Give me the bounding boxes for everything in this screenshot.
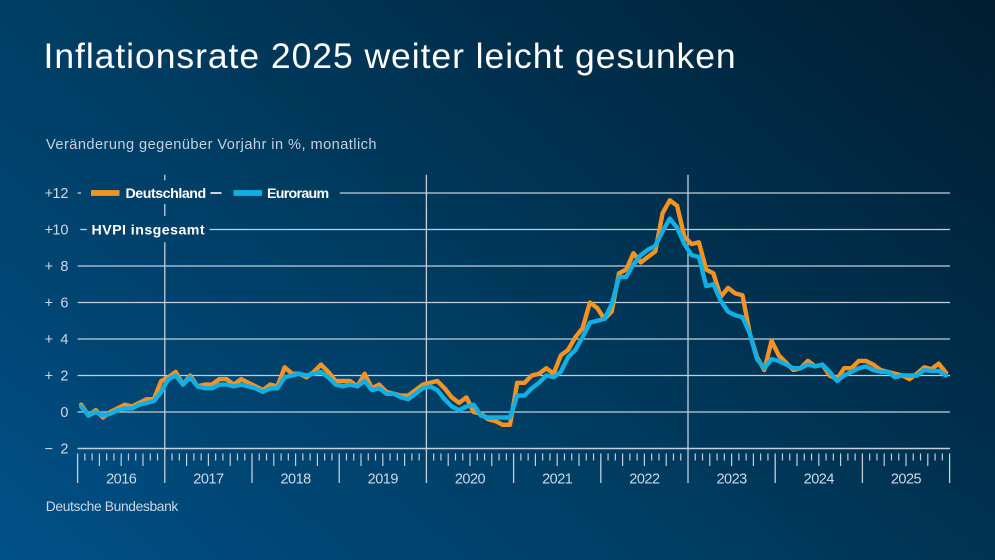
svg-text:2023: 2023: [716, 472, 747, 488]
svg-text:12: 12: [52, 186, 68, 202]
svg-text:−: −: [45, 441, 53, 457]
svg-text:Deutschland: Deutschland: [126, 186, 206, 202]
svg-text:2021: 2021: [542, 472, 573, 488]
svg-text:Veränderung gegenüber Vorjahr: Veränderung gegenüber Vorjahr in %, mona…: [46, 137, 377, 153]
svg-text:2019: 2019: [368, 472, 399, 488]
svg-text:+: +: [45, 186, 53, 202]
svg-text:+: +: [45, 368, 53, 384]
svg-text:2: 2: [60, 368, 68, 384]
svg-text:2017: 2017: [193, 472, 224, 488]
svg-text:2025: 2025: [891, 472, 922, 488]
svg-text:Euroraum: Euroraum: [267, 186, 328, 202]
svg-text:2: 2: [60, 441, 68, 457]
svg-text:8: 8: [60, 259, 68, 275]
svg-text:Deutsche Bundesbank: Deutsche Bundesbank: [46, 499, 179, 514]
svg-text:10: 10: [52, 222, 68, 238]
svg-text:Inflationsrate 2025 weiter lei: Inflationsrate 2025 weiter leicht gesunk…: [44, 36, 737, 76]
svg-text:2022: 2022: [629, 472, 660, 488]
svg-text:+: +: [45, 295, 53, 311]
svg-text:2020: 2020: [455, 472, 486, 488]
svg-text:2024: 2024: [804, 472, 835, 488]
svg-text:+: +: [45, 222, 53, 238]
svg-text:+: +: [45, 332, 53, 348]
svg-text:4: 4: [60, 332, 68, 348]
svg-text:HVPI insgesamt: HVPI insgesamt: [92, 222, 206, 238]
svg-text:6: 6: [60, 295, 68, 311]
svg-text:+: +: [45, 259, 53, 275]
svg-text:0: 0: [60, 405, 68, 421]
svg-text:2016: 2016: [106, 472, 137, 488]
svg-text:2018: 2018: [280, 472, 311, 488]
